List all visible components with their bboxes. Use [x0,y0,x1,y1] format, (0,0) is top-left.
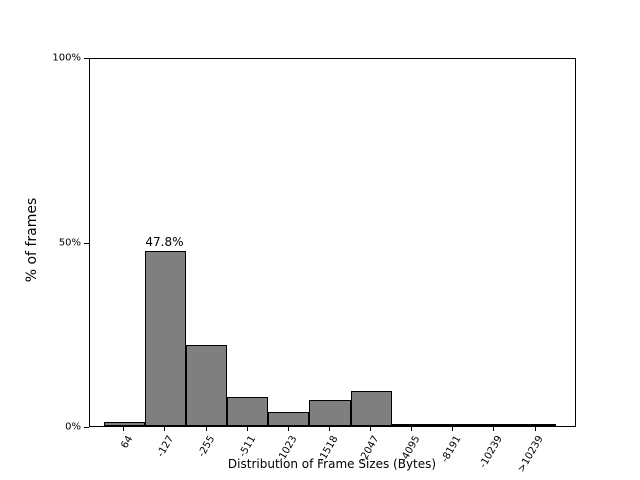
bar--10239 [473,424,516,426]
y-tick-label: 100% [52,52,81,64]
x-tick-mark [534,427,536,431]
x-tick-mark [493,427,495,431]
y-tick-mark [84,58,89,59]
x-tick-label: 64 [118,434,135,451]
y-tick-label: 0% [65,421,81,433]
bar--255 [185,345,228,426]
x-axis-label: Distribution of Frame Sizes (Bytes) [227,457,437,471]
y-axis-label: % of frames [24,197,40,283]
y-tick-mark [84,427,89,428]
bar--8191 [432,424,474,426]
y-tick-label: 50% [58,237,81,248]
x-tick-mark [370,427,372,431]
x-tick-label: -127 [155,434,176,460]
x-tick-mark [411,427,413,431]
x-tick-label: -8191 [439,434,464,465]
x-tick-mark [328,427,330,431]
bar-value-annotation: 47.8% [145,234,184,249]
bar--127 [144,250,186,426]
x-tick-mark [123,427,125,431]
bar-64 [103,421,145,426]
x-tick-mark [287,427,289,431]
x-tick-label: -511 [237,434,259,460]
x-tick-mark [452,427,454,431]
x-tick-mark [246,427,248,431]
plot-area [89,58,576,427]
bar--2047 [350,391,392,426]
bar--511 [227,397,269,426]
x-tick-mark [205,427,207,431]
y-tick-mark [84,242,89,244]
x-tick-label: >10239 [516,434,547,475]
x-tick-label: -10239 [477,434,506,471]
bar--4095 [391,424,433,426]
bar->10239 [515,424,557,426]
x-tick-label: -255 [196,434,218,460]
bar--1518 [309,400,351,426]
bar--1023 [268,412,310,426]
x-tick-mark [164,427,166,431]
